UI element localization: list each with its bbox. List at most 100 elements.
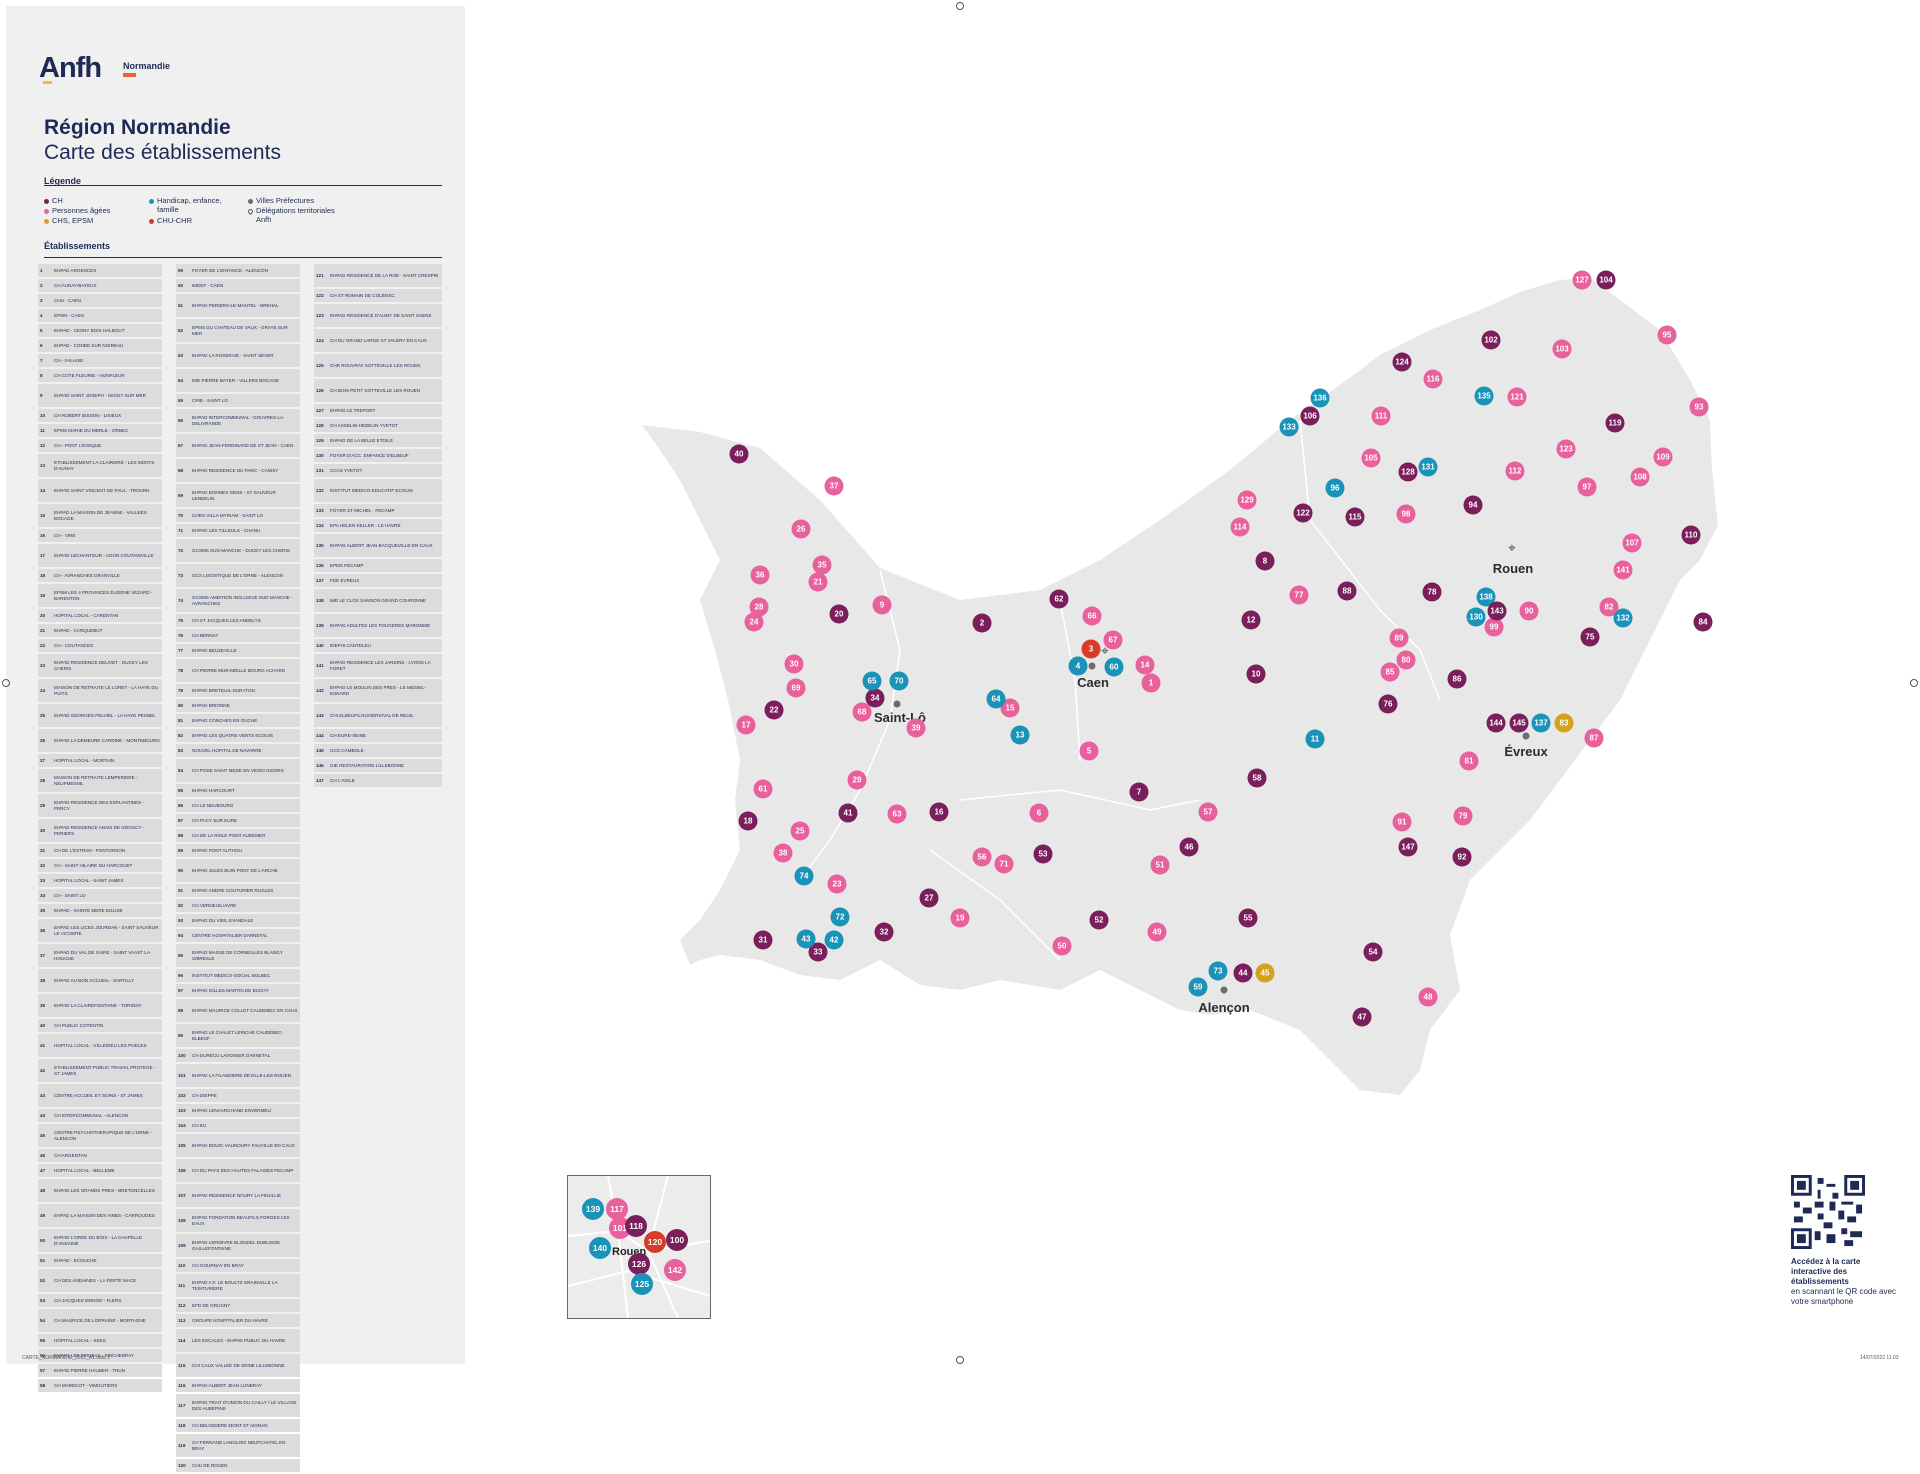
establishment-marker-82[interactable]: 82 [1599,597,1619,617]
establishment-marker-109[interactable]: 109 [1653,447,1673,467]
establishment-marker-41[interactable]: 41 [838,803,858,823]
establishment-marker-108[interactable]: 108 [1630,467,1650,487]
establishment-marker-131[interactable]: 131 [1418,457,1438,477]
qr-code-icon[interactable] [1791,1175,1865,1249]
establishment-marker-142[interactable]: 142 [664,1259,686,1281]
establishment-marker-63[interactable]: 63 [887,804,907,824]
establishment-marker-26[interactable]: 26 [791,519,811,539]
establishment-marker-2[interactable]: 2 [972,613,992,633]
establishment-marker-83[interactable]: 83 [1554,713,1574,733]
establishment-marker-20[interactable]: 20 [829,604,849,624]
establishment-marker-75[interactable]: 75 [1580,627,1600,647]
establishment-marker-99[interactable]: 99 [1484,617,1504,637]
establishment-marker-117[interactable]: 117 [606,1198,628,1220]
establishment-marker-130[interactable]: 130 [1466,607,1486,627]
establishment-marker-118[interactable]: 118 [625,1215,647,1237]
establishment-marker-110[interactable]: 110 [1681,525,1701,545]
establishment-marker-124[interactable]: 124 [1392,352,1412,372]
establishment-marker-102[interactable]: 102 [1481,330,1501,350]
establishment-marker-29[interactable]: 29 [847,770,867,790]
establishment-marker-66[interactable]: 66 [1082,606,1102,626]
establishment-marker-46[interactable]: 46 [1179,837,1199,857]
establishment-marker-12[interactable]: 12 [1241,610,1261,630]
establishment-marker-57[interactable]: 57 [1198,802,1218,822]
establishment-marker-97[interactable]: 97 [1577,477,1597,497]
establishment-marker-28[interactable]: 28 [749,597,769,617]
establishment-marker-136[interactable]: 136 [1310,388,1330,408]
establishment-marker-111[interactable]: 111 [1371,406,1391,426]
establishment-marker-70[interactable]: 70 [889,671,909,691]
establishment-marker-19[interactable]: 19 [950,908,970,928]
establishment-marker-140[interactable]: 140 [589,1237,611,1259]
establishment-marker-53[interactable]: 53 [1033,844,1053,864]
establishment-marker-7[interactable]: 7 [1129,782,1149,802]
establishment-marker-33[interactable]: 33 [808,942,828,962]
establishment-marker-42[interactable]: 42 [824,930,844,950]
establishment-marker-24[interactable]: 24 [744,612,764,632]
establishment-marker-89[interactable]: 89 [1389,628,1409,648]
establishment-marker-98[interactable]: 98 [1396,504,1416,524]
establishment-marker-78[interactable]: 78 [1422,582,1442,602]
establishment-marker-81[interactable]: 81 [1459,751,1479,771]
establishment-marker-144[interactable]: 144 [1486,713,1506,733]
establishment-marker-54[interactable]: 54 [1363,942,1383,962]
establishment-marker-133[interactable]: 133 [1279,417,1299,437]
establishment-marker-23[interactable]: 23 [827,874,847,894]
establishment-marker-74[interactable]: 74 [794,866,814,886]
establishment-marker-87[interactable]: 87 [1584,728,1604,748]
establishment-marker-79[interactable]: 79 [1453,806,1473,826]
establishment-marker-55[interactable]: 55 [1238,908,1258,928]
establishment-marker-116[interactable]: 116 [1423,369,1443,389]
establishment-marker-126[interactable]: 126 [628,1253,650,1275]
establishment-marker-50[interactable]: 50 [1052,936,1072,956]
establishment-marker-127[interactable]: 127 [1572,270,1592,290]
establishment-marker-72[interactable]: 72 [830,907,850,927]
establishment-marker-44[interactable]: 44 [1233,963,1253,983]
establishment-marker-62[interactable]: 62 [1049,589,1069,609]
establishment-marker-61[interactable]: 61 [753,779,773,799]
establishment-marker-11[interactable]: 11 [1305,729,1325,749]
establishment-marker-143[interactable]: 143 [1487,601,1507,621]
establishment-marker-125[interactable]: 125 [631,1273,653,1295]
establishment-marker-128[interactable]: 128 [1398,462,1418,482]
establishment-marker-95[interactable]: 95 [1657,325,1677,345]
establishment-marker-112[interactable]: 112 [1505,461,1525,481]
establishment-marker-119[interactable]: 119 [1605,413,1625,433]
establishment-marker-71[interactable]: 71 [994,854,1014,874]
establishment-marker-84[interactable]: 84 [1693,612,1713,632]
establishment-marker-104[interactable]: 104 [1596,270,1616,290]
establishment-marker-135[interactable]: 135 [1474,386,1494,406]
establishment-marker-6[interactable]: 6 [1029,803,1049,823]
establishment-marker-93[interactable]: 93 [1689,397,1709,417]
establishment-marker-138[interactable]: 138 [1476,587,1496,607]
establishment-marker-90[interactable]: 90 [1519,601,1539,621]
establishment-marker-43[interactable]: 43 [796,929,816,949]
establishment-marker-10[interactable]: 10 [1246,664,1266,684]
establishment-marker-56[interactable]: 56 [972,847,992,867]
establishment-marker-114[interactable]: 114 [1230,517,1250,537]
establishment-marker-48[interactable]: 48 [1418,987,1438,1007]
establishment-marker-123[interactable]: 123 [1556,439,1576,459]
establishment-marker-68[interactable]: 68 [852,702,872,722]
establishment-marker-96[interactable]: 96 [1325,478,1345,498]
establishment-marker-73[interactable]: 73 [1208,961,1228,981]
establishment-marker-132[interactable]: 132 [1613,608,1633,628]
establishment-marker-25[interactable]: 25 [790,821,810,841]
establishment-marker-14[interactable]: 14 [1135,655,1155,675]
establishment-marker-86[interactable]: 86 [1447,669,1467,689]
establishment-marker-115[interactable]: 115 [1345,507,1365,527]
establishment-marker-139[interactable]: 139 [582,1198,604,1220]
establishment-marker-67[interactable]: 67 [1103,630,1123,650]
establishment-marker-27[interactable]: 27 [919,888,939,908]
establishment-marker-59[interactable]: 59 [1188,977,1208,997]
establishment-marker-47[interactable]: 47 [1352,1007,1372,1027]
establishment-marker-141[interactable]: 141 [1613,560,1633,580]
establishment-marker-1[interactable]: 1 [1141,673,1161,693]
establishment-marker-31[interactable]: 31 [753,930,773,950]
establishment-marker-22[interactable]: 22 [764,700,784,720]
establishment-marker-65[interactable]: 65 [862,671,882,691]
establishment-marker-106[interactable]: 106 [1300,406,1320,426]
establishment-marker-45[interactable]: 45 [1255,963,1275,983]
establishment-marker-88[interactable]: 88 [1337,581,1357,601]
establishment-marker-121[interactable]: 121 [1507,387,1527,407]
